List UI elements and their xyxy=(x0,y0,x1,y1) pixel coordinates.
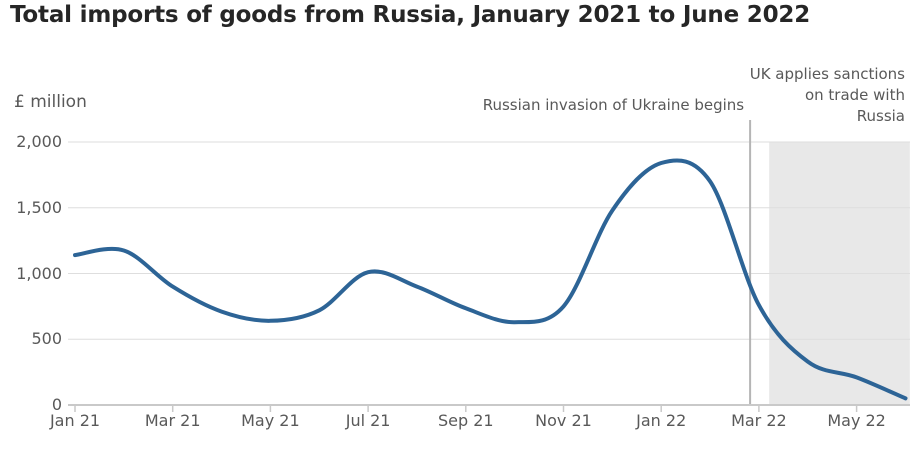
annotation-sanctions-label: UK applies sanctions on trade with Russia xyxy=(750,64,905,127)
x-tick-label: May 22 xyxy=(827,411,886,430)
annotation-sanctions-line: Russia xyxy=(856,107,905,125)
x-tick-label: Mar 22 xyxy=(731,411,787,430)
annotation-invasion-label: Russian invasion of Ukraine begins xyxy=(482,96,745,114)
x-tick-label: Sep 21 xyxy=(437,411,494,430)
x-tick-label: Nov 21 xyxy=(535,411,592,430)
x-tick-label: Jan 21 xyxy=(49,411,101,430)
y-tick-label: 2,000 xyxy=(16,132,62,151)
annotation-sanctions-line: UK applies sanctions xyxy=(749,65,905,83)
y-tick-label: 1,000 xyxy=(16,263,62,283)
x-tick-label: Mar 21 xyxy=(144,411,201,430)
y-tick-label: 1,500 xyxy=(16,197,62,217)
y-axis-unit-label: £ million xyxy=(14,92,87,112)
x-tick-label: Jan 22 xyxy=(636,411,687,430)
y-tick-label: 500 xyxy=(31,329,62,349)
data-line xyxy=(73,158,908,401)
x-tick-label: Jul 21 xyxy=(345,411,391,430)
chart-title: Total imports of goods from Russia, Janu… xyxy=(10,2,811,28)
x-tick-label: May 21 xyxy=(241,411,300,430)
annotation-sanctions-line: on trade with xyxy=(804,86,905,104)
y-tick-label: 0 xyxy=(51,395,62,414)
